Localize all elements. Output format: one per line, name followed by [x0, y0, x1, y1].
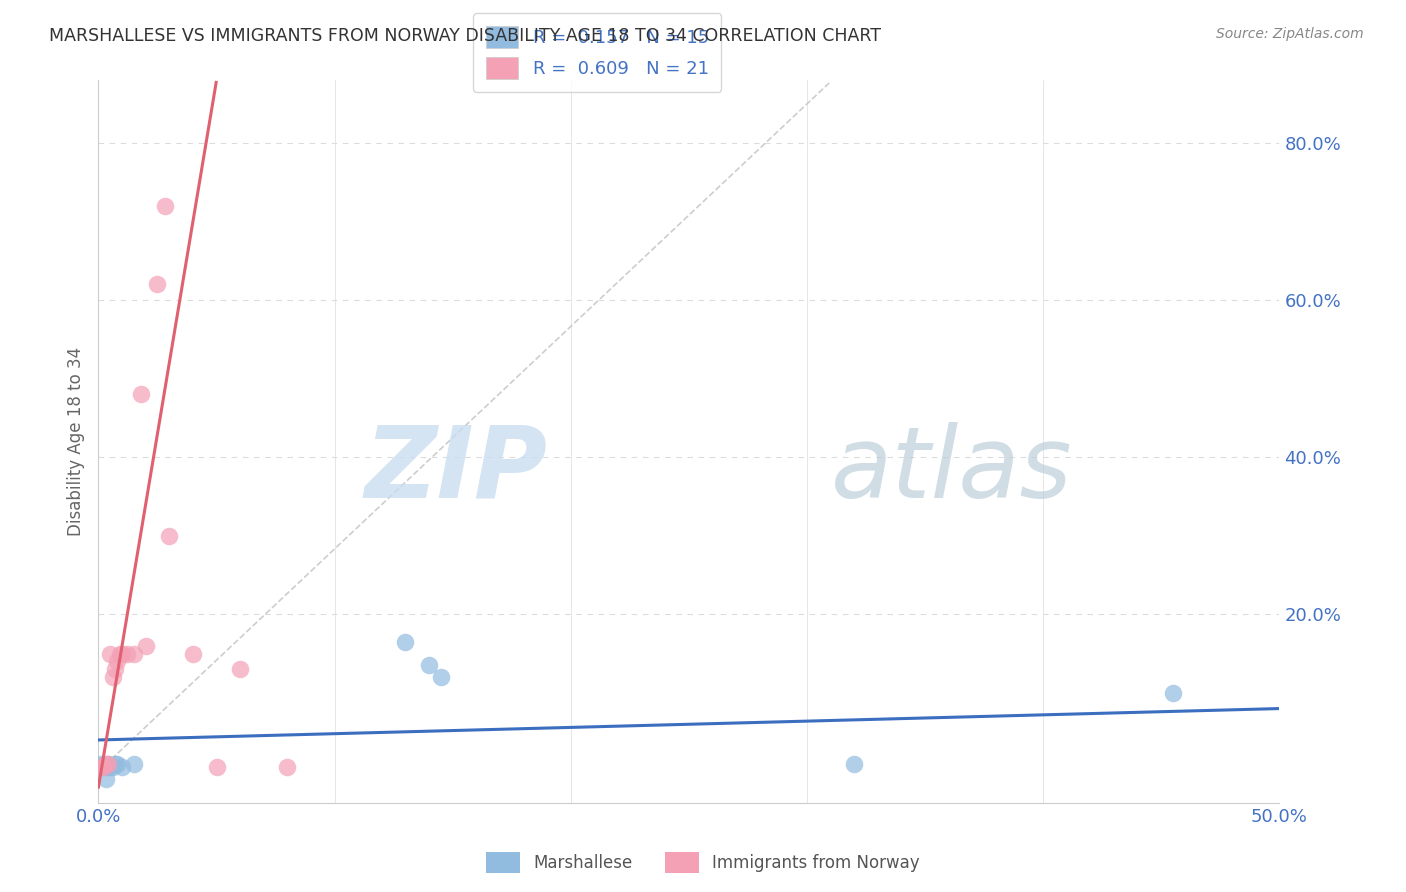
Point — [135, 639, 157, 653]
Point — [181, 647, 204, 661]
Point — [122, 756, 145, 771]
Point — [98, 647, 121, 661]
Point — [104, 662, 127, 676]
Point — [97, 756, 120, 771]
Point — [94, 756, 117, 771]
Point — [153, 199, 176, 213]
Point — [94, 772, 117, 787]
Point — [104, 756, 127, 771]
Legend: R =  0.157   N = 15, R =  0.609   N = 21: R = 0.157 N = 15, R = 0.609 N = 21 — [472, 13, 721, 92]
Point — [101, 760, 124, 774]
Point — [108, 647, 131, 661]
Point — [276, 760, 298, 774]
Text: Source: ZipAtlas.com: Source: ZipAtlas.com — [1216, 27, 1364, 41]
Point — [98, 760, 121, 774]
Point — [146, 277, 169, 292]
Point — [394, 635, 416, 649]
Point — [111, 647, 134, 661]
Point — [205, 760, 228, 774]
Text: MARSHALLESE VS IMMIGRANTS FROM NORWAY DISABILITY AGE 18 TO 34 CORRELATION CHART: MARSHALLESE VS IMMIGRANTS FROM NORWAY DI… — [49, 27, 882, 45]
Point — [115, 647, 138, 661]
Point — [91, 760, 114, 774]
Point — [90, 760, 112, 774]
Point — [91, 758, 114, 772]
Text: ZIP: ZIP — [364, 422, 547, 519]
Point — [229, 662, 252, 676]
Point — [101, 670, 124, 684]
Point — [1161, 686, 1184, 700]
Point — [105, 655, 128, 669]
Point — [105, 756, 128, 771]
Legend: Marshallese, Immigrants from Norway: Marshallese, Immigrants from Norway — [479, 846, 927, 880]
Text: atlas: atlas — [831, 422, 1073, 519]
Point — [129, 387, 152, 401]
Point — [111, 760, 134, 774]
Point — [430, 670, 453, 684]
Y-axis label: Disability Age 18 to 34: Disability Age 18 to 34 — [66, 347, 84, 536]
Point — [90, 756, 112, 771]
Point — [157, 529, 180, 543]
Point — [418, 658, 440, 673]
Point — [97, 756, 120, 771]
Point — [844, 756, 866, 771]
Point — [94, 760, 117, 774]
Point — [122, 647, 145, 661]
